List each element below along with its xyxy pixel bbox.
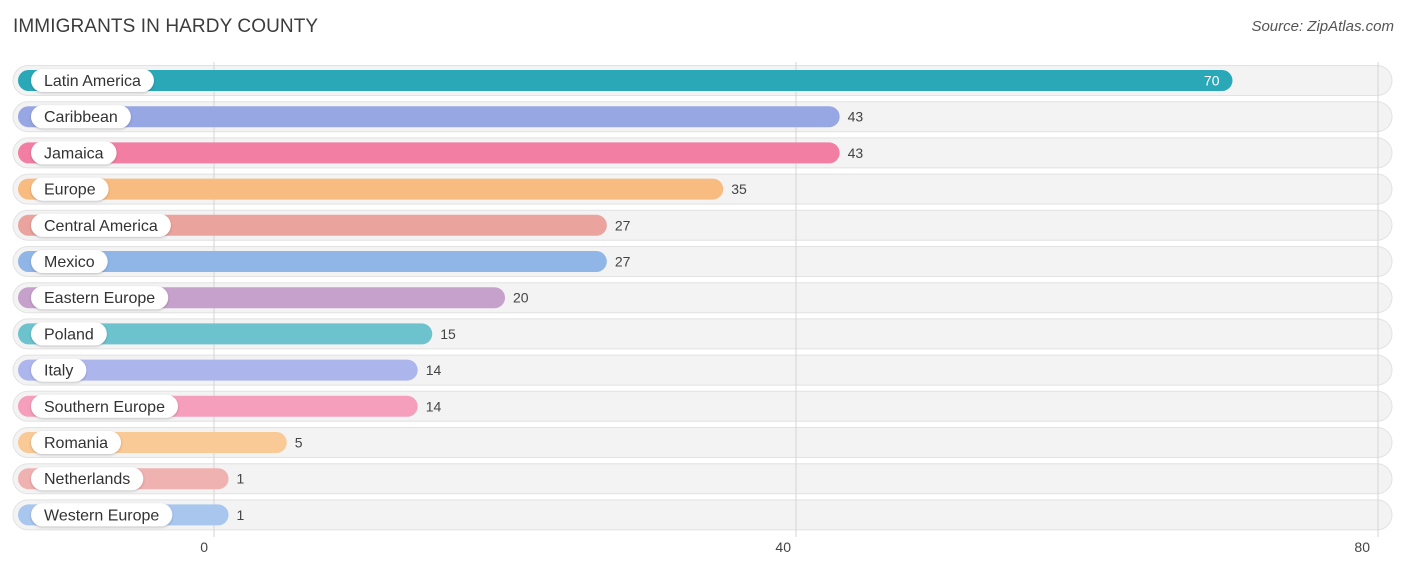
category-label: Western Europe [44, 507, 159, 524]
category-label: Southern Europe [44, 399, 165, 416]
bar-track [12, 463, 1393, 495]
bar-group: Italy 14 [18, 358, 442, 382]
bar [18, 142, 840, 164]
category-pill [31, 105, 131, 129]
value-label: 27 [615, 217, 631, 233]
value-label: 1 [237, 507, 245, 523]
bar-group: Southern Europe 14 [18, 394, 442, 418]
value-label: 27 [615, 254, 631, 270]
value-label: 70 [1204, 73, 1220, 89]
bar-group: Caribbean 43 [18, 105, 864, 129]
value-label: 14 [426, 398, 442, 414]
category-pill [31, 177, 109, 201]
category-pill [31, 503, 173, 527]
category-label: Europe [44, 182, 96, 199]
category-pill [31, 322, 107, 346]
chart-title: IMMIGRANTS IN HARDY COUNTY [13, 16, 319, 37]
category-label: Mexico [44, 254, 95, 271]
category-label: Caribbean [44, 109, 118, 126]
bar [18, 359, 418, 381]
bar-group: Europe 35 [18, 177, 747, 201]
value-label: 5 [295, 435, 303, 451]
bar-group: Jamaica 43 [18, 141, 864, 165]
bar [18, 70, 1233, 91]
bar-group: Western Europe 1 [18, 503, 245, 527]
bar [18, 251, 607, 272]
category-label: Eastern Europe [44, 290, 155, 307]
category-pill [31, 467, 144, 491]
category-pill [31, 286, 169, 310]
x-tick-label: 40 [775, 539, 791, 555]
category-label: Romania [44, 435, 108, 452]
category-label: Poland [44, 326, 94, 343]
category-label: Latin America [44, 73, 141, 90]
category-label: Central America [44, 218, 158, 235]
value-label: 15 [440, 326, 456, 342]
bar [18, 106, 840, 128]
bar-group: Mexico 27 [18, 250, 631, 273]
category-pill [31, 69, 154, 92]
bar-group: Romania 5 [18, 431, 303, 454]
category-label: Netherlands [44, 471, 130, 488]
category-pill [31, 213, 171, 237]
category-pill [31, 141, 117, 165]
value-label: 1 [237, 471, 245, 487]
category-label: Jamaica [44, 145, 104, 162]
value-label: 14 [426, 362, 442, 378]
bar [18, 323, 433, 345]
bar-track [12, 499, 1393, 531]
category-pill [31, 394, 178, 418]
bar-group: Latin America 70 [18, 69, 1233, 92]
value-label: 20 [513, 290, 529, 306]
bar-group: Netherlands 1 [18, 467, 245, 491]
x-tick-label: 0 [200, 539, 208, 555]
bar-group: Poland 15 [18, 322, 456, 346]
category-pill [31, 431, 122, 454]
source-label: Source: ZipAtlas.com [1251, 18, 1394, 35]
bar-track [12, 427, 1393, 458]
bar-group: Central America 27 [18, 213, 631, 237]
category-label: Italy [44, 363, 73, 380]
category-pill [31, 358, 87, 382]
value-label: 35 [731, 181, 747, 197]
bar-group: Eastern Europe 20 [18, 286, 529, 310]
bar [18, 178, 724, 200]
value-label: 43 [848, 109, 864, 125]
value-label: 43 [848, 145, 864, 161]
category-pill [31, 250, 108, 273]
x-tick-label: 80 [1354, 539, 1370, 555]
